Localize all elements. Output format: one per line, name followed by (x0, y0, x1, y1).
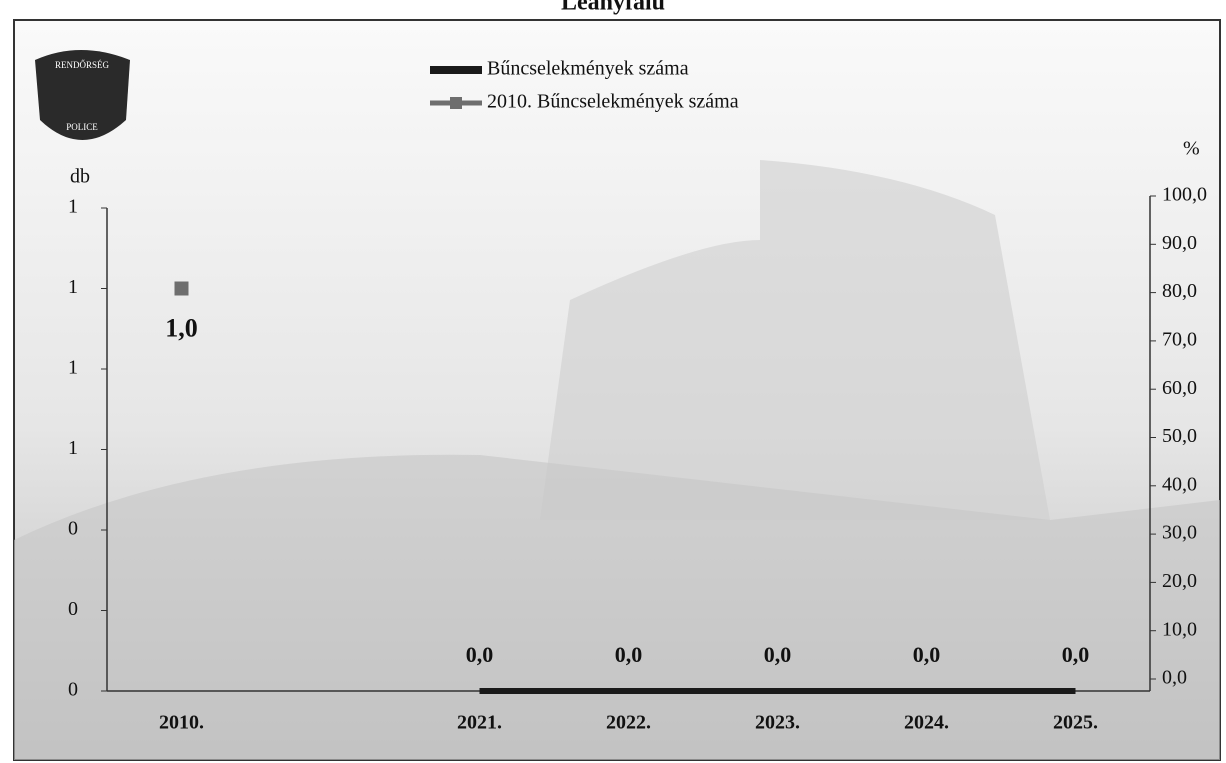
y-tick-label: 0 (68, 679, 78, 701)
x-tick-label: 2010. (159, 712, 204, 734)
y2-tick-label: 50,0 (1162, 425, 1197, 447)
x-tick-label: 2021. (457, 712, 502, 734)
value-label: 0,0 (913, 642, 941, 667)
value-label: 0,0 (615, 642, 643, 667)
y-tick-label: 0 (68, 518, 78, 540)
y-axis-label: db (70, 166, 90, 188)
series-marker (174, 281, 189, 296)
logo-top: RENDŐRSÉG (55, 60, 110, 70)
y2-tick-label: 40,0 (1162, 473, 1197, 495)
y2-tick-label: 100,0 (1162, 184, 1207, 206)
y-tick-label: 0 (68, 598, 78, 620)
chart-title: Leányfalu (561, 0, 665, 16)
x-tick-label: 2024. (904, 712, 949, 734)
x-tick-label: 2025. (1053, 712, 1098, 734)
y2-tick-label: 90,0 (1162, 232, 1197, 254)
legend-marker (450, 97, 462, 109)
ground-backdrop (14, 454, 1220, 760)
y2-tick-label: 0,0 (1162, 667, 1187, 689)
legend-label: 2010. Bűncselekmények száma (487, 91, 739, 113)
logo: RENDŐRSÉG POLICE (35, 50, 130, 140)
value-label: 0,0 (1062, 642, 1090, 667)
logo-bottom: POLICE (66, 122, 98, 132)
y-tick-label: 1 (68, 196, 78, 218)
legend-label: Bűncselekmények száma (487, 58, 689, 80)
y2-axis-label: % (1183, 138, 1200, 160)
x-tick-label: 2023. (755, 712, 800, 734)
y-tick-label: 1 (68, 437, 78, 459)
y2-tick-label: 20,0 (1162, 570, 1197, 592)
y2-tick-label: 70,0 (1162, 328, 1197, 350)
y2-tick-label: 10,0 (1162, 618, 1197, 640)
x-tick-label: 2022. (606, 712, 651, 734)
y2-tick-label: 30,0 (1162, 522, 1197, 544)
y-tick-label: 1 (68, 357, 78, 379)
value-label: 0,0 (764, 642, 792, 667)
y-tick-label: 1 (68, 276, 78, 298)
y2-tick-label: 80,0 (1162, 280, 1197, 302)
building-backdrop (540, 160, 1050, 520)
value-label: 0,0 (466, 642, 494, 667)
value-label: 1,0 (165, 313, 198, 342)
y2-tick-label: 60,0 (1162, 377, 1197, 399)
